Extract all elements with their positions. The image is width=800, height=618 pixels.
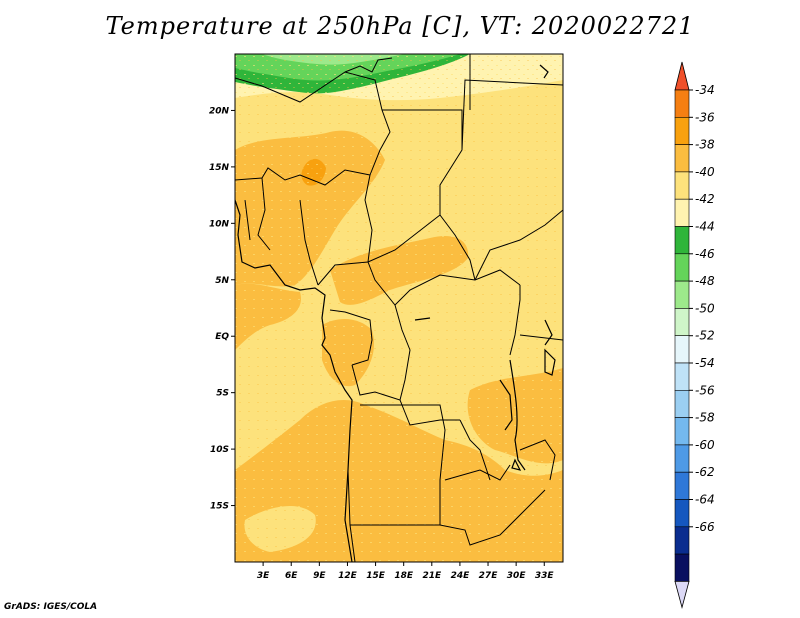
grads-credit: GrADS: IGES/COLA [4, 602, 98, 612]
longitude-axis: 3E 6E 9E 12E 15E 18E 21E 24E 27E 30E 33E [257, 562, 555, 581]
colorbar-label: -50 [695, 301, 715, 315]
colorbar-label: -40 [695, 165, 715, 179]
lat-tick-label: 10N [209, 219, 230, 229]
colorbar-label: -54 [695, 356, 715, 370]
colorbar-label: -60 [695, 438, 715, 452]
colorbar-swatch [674, 89, 690, 118]
colorbar-swatch [674, 226, 690, 255]
colorbar-swatch [674, 198, 690, 227]
colorbar-swatch [674, 280, 690, 309]
temperature-field [235, 54, 563, 562]
colorbar-swatch [674, 389, 690, 418]
lon-tick-label: 6E [285, 571, 298, 581]
lat-tick-label: 5N [215, 276, 229, 286]
lat-tick-label: EQ [215, 332, 229, 342]
colorbar-swatch [674, 471, 690, 500]
lat-tick-label: 10S [210, 445, 229, 455]
colorbar-label: -64 [695, 493, 715, 507]
lon-tick-label: 24E [451, 571, 471, 581]
map-title: Temperature at 250hPa [C], VT: 202002272… [105, 12, 695, 40]
colorbar-label: -42 [695, 192, 715, 206]
colorbar-label: -62 [695, 465, 715, 479]
colorbar-label: -58 [695, 411, 715, 425]
lon-tick-label: 9E [313, 571, 326, 581]
colorbar-swatch [674, 499, 690, 528]
colorbar-swatch [674, 526, 690, 555]
colorbar-label: -56 [695, 383, 715, 397]
lat-tick-label: 20N [209, 106, 230, 116]
lon-tick-label: 27E [479, 571, 499, 581]
lon-tick-label: 12E [338, 571, 358, 581]
lon-tick-label: 3E [257, 571, 270, 581]
field-texture [235, 54, 563, 562]
lat-tick-label: 15N [209, 163, 230, 173]
lon-tick-label: 30E [507, 571, 527, 581]
colorbar-label: -46 [695, 247, 715, 261]
colorbar-swatch [674, 253, 690, 282]
lat-tick-label: 5S [216, 389, 229, 399]
colorbar-label: -38 [695, 138, 715, 152]
lon-tick-label: 33E [535, 571, 555, 581]
colorbar-swatch [674, 144, 690, 173]
colorbar-label: -52 [695, 329, 715, 343]
colorbar-label: -36 [695, 110, 715, 124]
lon-tick-label: 21E [422, 571, 442, 581]
colorbar-swatch [674, 335, 690, 364]
colorbar-label: -48 [695, 274, 715, 288]
latitude-axis: 20N 15N 10N 5N EQ 5S 10S 15S [209, 106, 235, 512]
colorbar-label: -34 [695, 83, 715, 97]
country-borders [235, 54, 563, 562]
colorbar-swatch [674, 362, 690, 391]
colorbar-top-arrow [674, 61, 690, 91]
lon-tick-label: 15E [366, 571, 386, 581]
colorbar-swatch [674, 308, 690, 336]
coastline [235, 64, 556, 562]
colorbar-swatch [674, 444, 690, 473]
colorbar-swatch [674, 171, 690, 200]
colorbar-swatch [674, 553, 690, 582]
lon-tick-label: 18E [394, 571, 414, 581]
colorbar-label: -66 [695, 520, 715, 534]
colorbar-bottom-arrow [674, 581, 690, 609]
colorbar-label: -44 [695, 220, 715, 234]
colorbar-swatch [674, 417, 690, 446]
colorbar-swatch [674, 117, 690, 145]
lat-tick-label: 15S [210, 502, 229, 512]
map-frame [234, 53, 564, 563]
colorbar: -34 -36 -38 -40 -42 -44 -46 -48 -50 -52 -54 -56 -58 -… [674, 61, 715, 609]
